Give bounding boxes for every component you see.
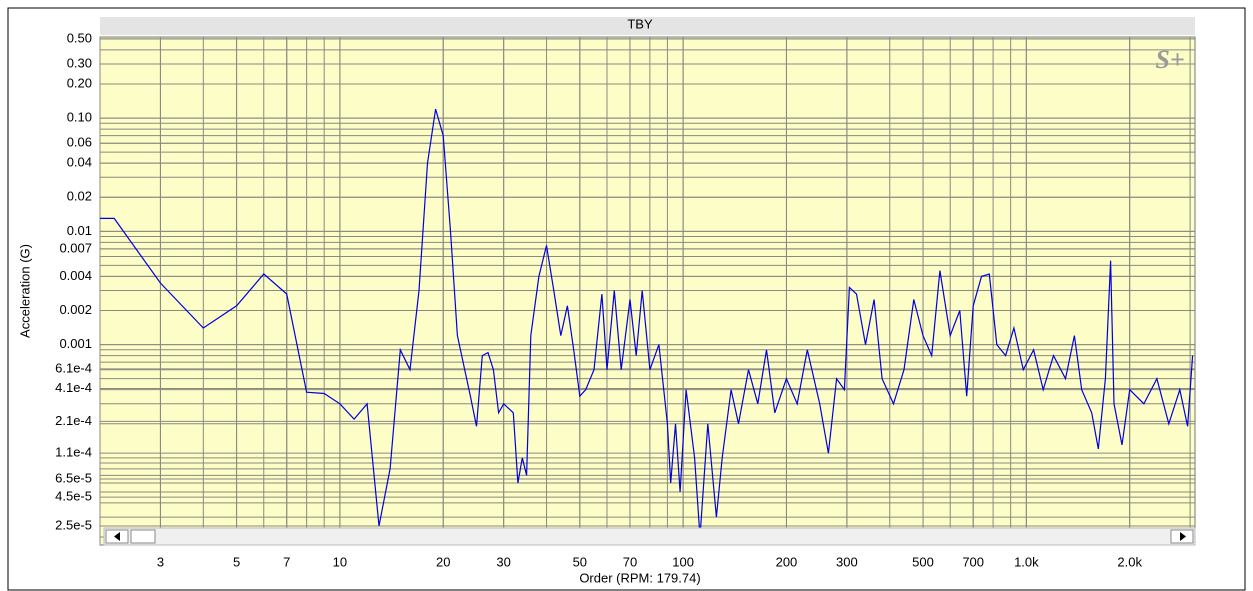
x-tick-label: 7 — [283, 554, 290, 569]
x-tick-label: 3 — [157, 554, 164, 569]
y-tick-label: 4.5e-5 — [55, 489, 92, 504]
x-tick-label: 700 — [962, 554, 984, 569]
arrow-left — [114, 532, 120, 541]
y-tick-label: 0.02 — [67, 189, 92, 204]
scrollbar[interactable] — [103, 527, 1196, 546]
y-tick-label: 0.001 — [59, 336, 92, 351]
x-tick-label: 2.0k — [1117, 554, 1142, 569]
y-tick-label: 0.30 — [67, 55, 92, 70]
x-axis-label: Order (RPM: 179.74) — [579, 570, 700, 585]
y-tick-label: 0.06 — [67, 135, 92, 150]
x-tick-label: 5 — [233, 554, 240, 569]
y-tick-label: 4.1e-4 — [55, 380, 92, 395]
x-tick-label: 20 — [436, 554, 450, 569]
y-tick-label: 0.002 — [59, 302, 92, 317]
y-tick-label: 0.50 — [67, 30, 92, 45]
title-bar — [100, 17, 1195, 35]
y-tick-label: 0.004 — [59, 268, 92, 283]
y-tick-label: 2.5e-5 — [55, 517, 92, 532]
arrow-right — [1180, 532, 1186, 541]
x-tick-label: 50 — [573, 554, 587, 569]
y-tick-label: 6.1e-4 — [55, 360, 92, 375]
x-tick-label: 200 — [776, 554, 798, 569]
data-line — [100, 108, 1194, 538]
x-tick-label: 300 — [836, 554, 858, 569]
y-tick-label: 0.10 — [67, 110, 92, 125]
y-tick-label: 0.01 — [67, 223, 92, 238]
y-tick-label: 0.20 — [67, 75, 92, 90]
x-tick-label: 1.0k — [1014, 554, 1039, 569]
logo: S+ — [1155, 45, 1184, 74]
y-tick-label: 0.04 — [67, 155, 92, 170]
y-tick-label: 0.007 — [59, 240, 92, 255]
x-tick-label: 10 — [333, 554, 347, 569]
x-tick-label: 30 — [496, 554, 510, 569]
x-tick-label: 70 — [623, 554, 637, 569]
x-tick-label: 500 — [912, 554, 934, 569]
y-axis-label: Acceleration (G) — [17, 244, 32, 338]
y-tick-label: 6.5e-5 — [55, 470, 92, 485]
scroll-thumb[interactable] — [130, 529, 156, 544]
y-tick-label: 2.1e-4 — [55, 413, 92, 428]
y-tick-label: 1.1e-4 — [55, 445, 92, 460]
chart-title: TBY — [627, 16, 653, 31]
x-tick-label: 100 — [672, 554, 694, 569]
